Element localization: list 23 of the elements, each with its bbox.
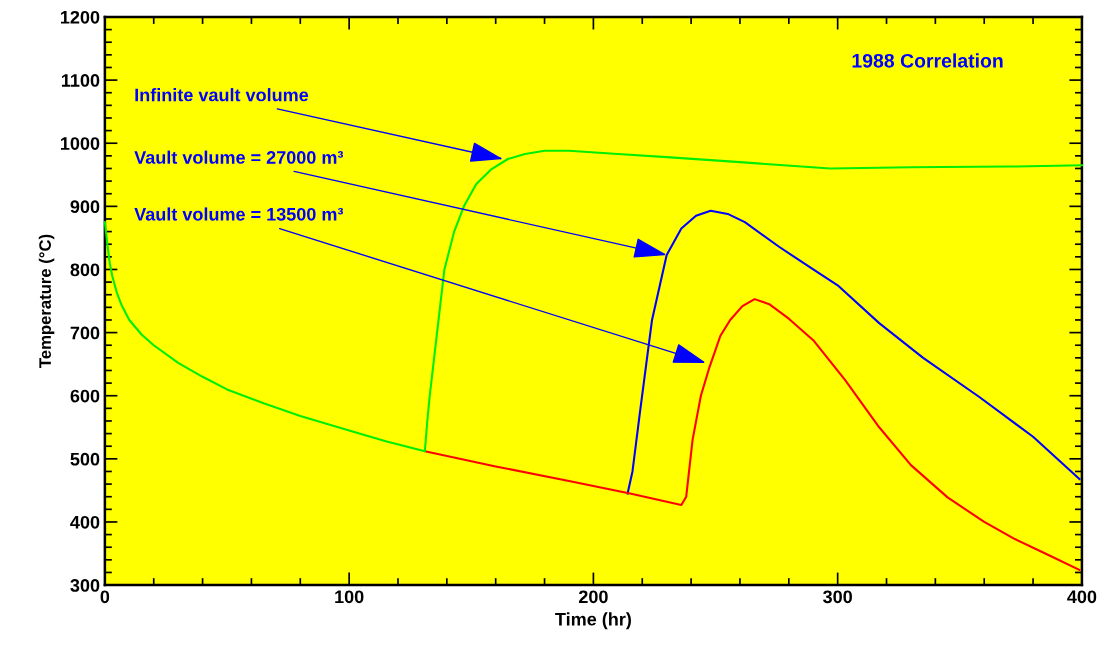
x-tick-label: 200 (578, 590, 608, 604)
y-tick-label: 1200 (60, 10, 100, 24)
x-tick-label: 0 (100, 590, 110, 604)
x-axis-title: Time (hr) (555, 612, 631, 630)
annotation: Vault volume = 27000 m³ (134, 150, 344, 164)
line-series (423, 298, 1081, 571)
x-tick-label: 400 (1067, 590, 1097, 604)
annotation: 1988 Correlation (852, 53, 1003, 68)
x-tick-label: 100 (335, 590, 364, 604)
y-tick-label: 1100 (61, 74, 100, 87)
y-tick-label: 300 (70, 579, 100, 592)
y-axis-title: Temperature (°C) (38, 234, 55, 368)
y-tick-label: 500 (70, 452, 100, 466)
y-tick-label: 400 (70, 515, 100, 529)
y-tick-label: 900 (70, 200, 100, 214)
y-tick-label: 1000 (60, 137, 100, 150)
annotation: Vault volume = 13500 m³ (134, 207, 344, 221)
y-tick-label: 700 (70, 326, 100, 340)
y-tick-label: 600 (70, 389, 100, 403)
line-series (103, 149, 1083, 453)
y-tick-label: 800 (70, 263, 100, 277)
annotation: Infinite vault volume (135, 88, 309, 102)
x-tick-label: 300 (823, 590, 852, 604)
